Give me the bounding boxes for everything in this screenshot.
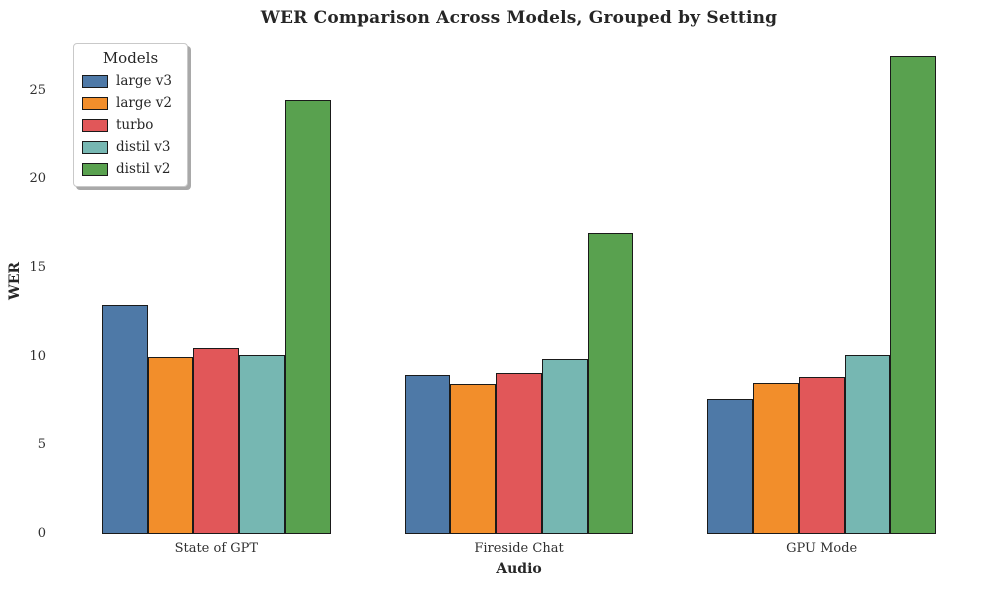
y-tick-label: 10 bbox=[29, 348, 46, 364]
bar-turbo-GPU-Mode bbox=[798, 377, 845, 534]
legend-swatch bbox=[82, 118, 108, 132]
bar-distil-v2-State-of-GPT bbox=[284, 100, 331, 534]
bar-distil-v3-GPU-Mode bbox=[844, 354, 891, 534]
legend-item: distil v2 bbox=[82, 158, 179, 180]
bar-large-v3-GPU-Mode bbox=[707, 399, 753, 534]
chart-title: WER Comparison Across Models, Grouped by… bbox=[260, 8, 778, 28]
legend-title: Models bbox=[102, 49, 159, 67]
legend-items: large v3 large v2 turbo distil v3 distil v2 bbox=[82, 70, 179, 180]
bar-distil-v2-Fireside-Chat bbox=[587, 232, 634, 534]
plot-area: State of GPT Fireside Chat GPU Mode bbox=[65, 33, 973, 556]
x-tick-label: State of GPT bbox=[174, 541, 259, 556]
legend-item: large v2 bbox=[82, 92, 179, 114]
legend-swatch bbox=[82, 96, 108, 110]
y-tick-label: 0 bbox=[37, 526, 46, 541]
bar-large-v2-Fireside-Chat bbox=[450, 384, 497, 534]
bar-distil-v3-Fireside-Chat bbox=[541, 359, 588, 534]
bar-large-v3-Fireside-Chat bbox=[404, 375, 451, 534]
y-tick-label: 20 bbox=[29, 171, 46, 187]
legend-item: turbo bbox=[82, 114, 179, 136]
legend-swatch bbox=[82, 74, 108, 88]
x-tick-label: Fireside Chat bbox=[474, 541, 564, 556]
y-tick-labels: 0 5 10 15 20 25 bbox=[0, 33, 46, 541]
x-tick-label: GPU Mode bbox=[786, 541, 858, 556]
bar-distil-v3-State-of-GPT bbox=[239, 354, 285, 534]
bar-turbo-State-of-GPT bbox=[193, 347, 240, 534]
legend-label: distil v2 bbox=[116, 161, 171, 177]
legend-item: large v3 bbox=[82, 70, 179, 92]
bar-large-v3-State-of-GPT bbox=[101, 305, 148, 534]
legend-swatch bbox=[82, 140, 108, 154]
legend: Models large v3 large v2 turbo distil v3 dis… bbox=[73, 43, 188, 187]
bar-large-v2-State-of-GPT bbox=[147, 356, 194, 534]
y-tick-label: 25 bbox=[29, 82, 46, 98]
legend-label: turbo bbox=[116, 117, 154, 133]
legend-label: large v2 bbox=[116, 95, 172, 111]
legend-swatch bbox=[82, 162, 108, 176]
legend-label: distil v3 bbox=[116, 139, 171, 155]
legend-item: distil v3 bbox=[82, 136, 179, 158]
y-tick-label: 5 bbox=[37, 437, 46, 453]
bar-distil-v2-GPU-Mode bbox=[890, 56, 937, 534]
legend-label: large v3 bbox=[116, 73, 172, 89]
bar-turbo-Fireside-Chat bbox=[496, 372, 542, 534]
y-tick-label: 15 bbox=[29, 259, 46, 275]
bar-large-v2-GPU-Mode bbox=[753, 383, 799, 534]
x-axis-label: Audio bbox=[496, 561, 542, 577]
